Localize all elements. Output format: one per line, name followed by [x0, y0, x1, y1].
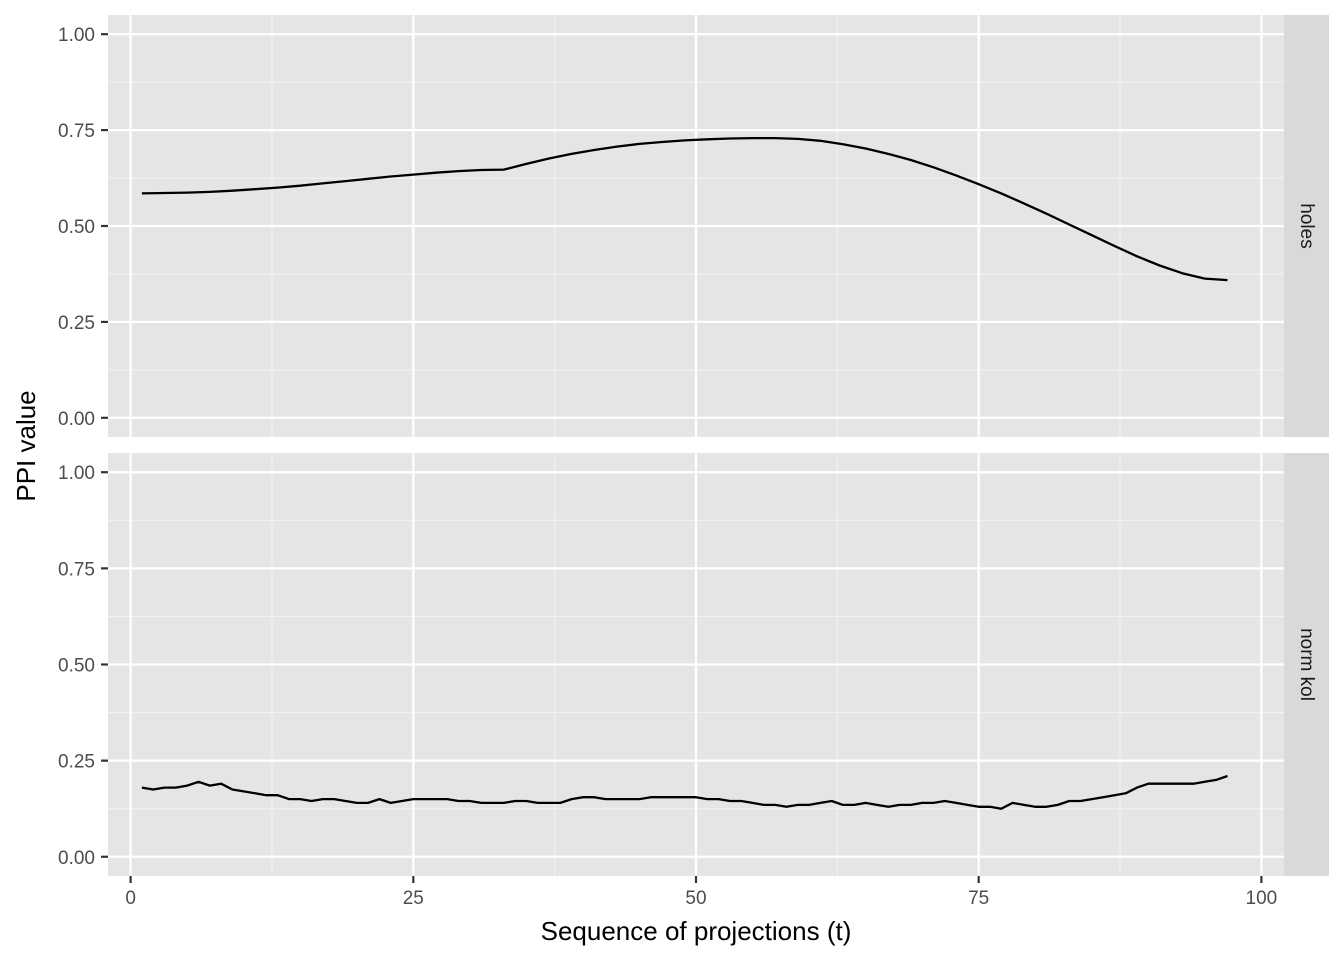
x-tick-label: 25 — [403, 888, 424, 909]
y-axis-title: PPI value — [11, 390, 41, 501]
y-tick-label: 0.75 — [58, 559, 95, 580]
y-tick-label: 0.25 — [58, 752, 95, 773]
series-line-norm-kol — [141, 774, 1228, 810]
y-tick-label: 1.00 — [58, 25, 95, 46]
y-tick-label: 1.00 — [58, 463, 95, 484]
y-tick-label: 0.50 — [58, 656, 95, 677]
facet-strip-label: holes — [1296, 203, 1317, 248]
y-tick-label: 0.50 — [58, 217, 95, 238]
facet-strip — [1284, 15, 1329, 437]
series-line-holes — [141, 136, 1228, 282]
x-axis-title: Sequence of projections (t) — [541, 916, 852, 946]
x-tick-label: 0 — [125, 888, 136, 909]
y-tick-label: 0.00 — [58, 848, 95, 869]
x-tick-label: 100 — [1246, 888, 1278, 909]
y-tick-label: 0.75 — [58, 121, 95, 142]
facet-panel-2: 0.00 0.25 0.50 0.75 1.00 norm kol — [58, 453, 1329, 876]
facet-strip — [1284, 453, 1329, 876]
y-tick-label: 0.00 — [58, 409, 95, 430]
y-tick-label: 0.25 — [58, 313, 95, 334]
x-tick-label: 50 — [685, 888, 706, 909]
facet-panel-1: 0.00 0.25 0.50 0.75 1.00 holes — [58, 15, 1329, 437]
facet-strip-label: norm kol — [1296, 628, 1317, 701]
x-tick-label: 75 — [968, 888, 989, 909]
